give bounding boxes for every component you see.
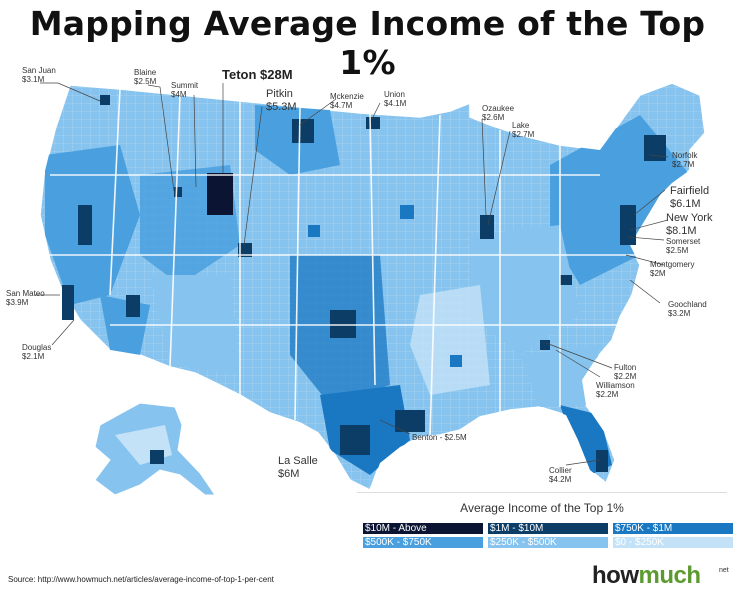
- callout-summit: Summit $4M: [171, 81, 198, 99]
- callout-pitkin: Pitkin $5.3M: [266, 88, 297, 114]
- county-name: Ozaukee: [482, 104, 515, 113]
- callout-mckenzie: Mckenzie $4.7M: [330, 92, 364, 110]
- county-value: $4.7M: [330, 101, 353, 110]
- legend-item-500k-750k: $500K - $750K: [363, 537, 483, 548]
- county-value: $2.5M: [666, 246, 689, 255]
- state-borders: [45, 88, 640, 436]
- county-value: $4.2M: [549, 475, 572, 484]
- callout-blaine: Blaine $2.5M: [134, 68, 156, 86]
- county-value: $5.3M: [266, 101, 297, 113]
- brand-net: net: [719, 567, 729, 574]
- callout-san-mateo: San Mateo $3.9M: [6, 289, 45, 307]
- callout-norfolk: Norfolk $2.7M: [672, 151, 697, 169]
- county-value: $2.7M: [512, 130, 535, 139]
- callout-union: Union $4.1M: [384, 90, 406, 108]
- legend-item-250k-500k: $250K - $500K: [488, 537, 608, 548]
- county-value: $3.1M: [22, 75, 45, 84]
- callout-san-juan: San Juan $3.1M: [22, 66, 56, 84]
- county-value: $2.1M: [22, 352, 45, 361]
- county-value: $4.1M: [384, 99, 407, 108]
- county-value: $2.6M: [482, 113, 505, 122]
- callout-benton: Benton - $2.5M: [412, 433, 467, 442]
- map-title: Mapping Average Income of the Top 1%: [29, 4, 706, 82]
- county-name: Williamson: [596, 381, 635, 390]
- high-income-counties: [62, 95, 666, 472]
- callout-leaders: [35, 82, 669, 466]
- legend-title: Average Income of the Top 1%: [460, 501, 624, 515]
- county-name: Pitkin: [266, 88, 293, 100]
- county-value: $6M: [278, 468, 300, 480]
- callout-collier: Collier $4.2M: [549, 466, 572, 484]
- county-name: San Juan: [22, 66, 56, 75]
- county-name: Collier: [549, 466, 572, 475]
- county-name: La Salle: [278, 455, 318, 467]
- county-value: $2.2M: [596, 390, 619, 399]
- county-value: $2.7M: [672, 160, 695, 169]
- callout-williamson: Williamson $2.2M: [596, 381, 635, 399]
- callout-la-salle: La Salle $6M: [278, 455, 318, 481]
- callout-new-york: New York $8.1M: [666, 212, 712, 238]
- county-name: Douglas: [22, 343, 52, 352]
- county-value: $2M: [650, 269, 666, 278]
- legend-item-1m-10m: $1M - $10M: [488, 523, 608, 534]
- callout-fulton: Fulton $2.2M: [614, 363, 636, 381]
- legend-item-0-250k: $0 - $250K: [613, 537, 733, 548]
- legend-item-750k-1m: $750K - $1M: [613, 523, 733, 534]
- county-value: $3.2M: [668, 309, 691, 318]
- callout-douglas: Douglas $2.1M: [22, 343, 51, 361]
- county-name: Benton - $2.5M: [412, 433, 467, 442]
- county-name: Somerset: [666, 237, 701, 246]
- brand-logo: howmuch: [592, 562, 701, 590]
- county-name: Goochland: [668, 300, 707, 309]
- callout-ozaukee: Ozaukee $2.6M: [482, 104, 514, 122]
- county-value: $6.1M: [670, 198, 701, 210]
- callout-goochland: Goochland $3.2M: [668, 300, 707, 318]
- brand-much: much: [638, 562, 702, 589]
- county-value: $2.5M: [134, 77, 157, 86]
- county-name: Blaine: [134, 68, 157, 77]
- county-value: $8.1M: [666, 225, 697, 237]
- county-value: $3.9M: [6, 298, 29, 307]
- county-name: Norfolk: [672, 151, 698, 160]
- county-name: Summit: [171, 81, 199, 90]
- county-value: $2.2M: [614, 372, 637, 381]
- callout-montgomery: Montgomery $2M: [650, 260, 694, 278]
- county-name: Fulton: [614, 363, 637, 372]
- county-name: Mckenzie: [330, 92, 364, 101]
- callout-fairfield: Fairfield $6.1M: [670, 185, 709, 211]
- legend: Average Income of the Top 1% $10M - Abov…: [357, 492, 733, 555]
- callout-lake: Lake $2.7M: [512, 121, 534, 139]
- county-name: New York: [666, 212, 713, 224]
- brand-how: how: [592, 562, 639, 589]
- callout-teton: Teton $28M: [222, 67, 293, 82]
- callout-somerset: Somerset $2.5M: [666, 237, 700, 255]
- county-name: Union: [384, 90, 405, 99]
- county-name: Fairfield: [670, 185, 710, 197]
- source-text: Source: http://www.howmuch.net/articles/…: [8, 575, 274, 584]
- county-name: Montgomery: [650, 260, 695, 269]
- legend-item-10m-above: $10M - Above: [363, 523, 483, 534]
- county-value: $4M: [171, 90, 187, 99]
- county-name: San Mateo: [6, 289, 45, 298]
- us-county-map: [35, 82, 706, 495]
- county-name: Lake: [512, 121, 530, 130]
- county-name: Teton $28M: [222, 67, 293, 82]
